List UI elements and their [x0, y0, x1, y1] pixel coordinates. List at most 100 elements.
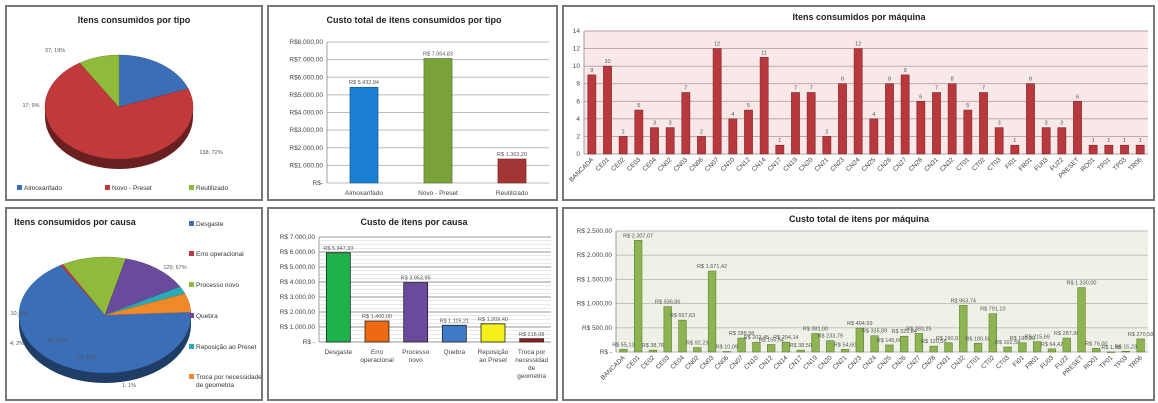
bar-processo-novo	[403, 282, 429, 343]
legend-label: Reutilizado	[196, 185, 229, 192]
legend-label: Quebra	[196, 313, 218, 320]
x-tick-label: FU03	[1033, 156, 1049, 172]
bar-cn10	[728, 118, 738, 155]
x-tick-label: Erro operacional	[360, 349, 394, 364]
bar-data-label: 10	[604, 59, 610, 65]
chart-title: Itens consumidos por causa	[14, 217, 137, 227]
bar-ct02	[988, 313, 997, 353]
x-tick-label: Quebra	[443, 349, 465, 356]
bar-cn31	[932, 92, 941, 155]
bar-data-label: R$ 15,23	[1115, 344, 1137, 350]
bar-data-label: 12	[855, 42, 861, 48]
bar-cn27	[900, 74, 910, 155]
x-tick-label: CN24	[845, 156, 862, 173]
bar-data-label: R$ 190,91	[936, 336, 961, 342]
y-tick-label: 10	[573, 63, 581, 70]
bar-ro01	[1088, 144, 1098, 155]
bar-data-label: 8	[1029, 77, 1032, 83]
bar-data-label: 8	[841, 77, 844, 83]
bar-data-label: R$ 1.115,21	[440, 318, 470, 324]
bar-tp03	[1120, 144, 1129, 155]
bar-data-label: 3	[1060, 121, 1063, 127]
x-tick-label: Reposição ao Preset	[478, 349, 509, 364]
pie-slice-troca-por-necessidade-de-geometria	[104, 293, 192, 316]
bar-cn23	[838, 83, 847, 155]
pie-slice-desgaste	[18, 264, 192, 374]
pie-data-label: 10; 5%	[10, 311, 27, 317]
plot-area	[616, 231, 1148, 352]
bar-data-label: R$ 287,96	[1054, 331, 1079, 337]
legend-swatch	[105, 185, 110, 190]
x-tick-label: CN10	[743, 354, 760, 371]
bar-cn06	[722, 351, 731, 353]
x-tick-label: CN12	[758, 354, 775, 371]
x-tick-label: TR06	[1127, 156, 1143, 172]
y-tick-label: 6	[576, 98, 580, 105]
bar-data-label: R$ 92,23	[686, 341, 708, 347]
bar-data-label: 3	[669, 121, 672, 127]
pie-data-label: 138; 72%	[199, 150, 222, 156]
bar-cn25	[869, 118, 879, 155]
x-tick-label: RO01	[1083, 354, 1100, 371]
bar-cn31	[944, 342, 953, 353]
bar-preset	[1073, 100, 1082, 155]
bar-cn24	[870, 335, 879, 353]
bar-data-label: 2	[700, 129, 703, 135]
x-tick-label: Processo novo	[402, 349, 429, 364]
x-tick-label: CN02	[657, 156, 674, 173]
y-tick-label: 8	[576, 81, 580, 88]
bar-data-label: R$ 1,98	[1101, 345, 1120, 351]
bar-cn21	[840, 349, 850, 353]
bar-cn32	[959, 305, 968, 353]
y-tick-label: R$ 4.000,00	[280, 279, 316, 286]
bar-cn12	[767, 344, 776, 353]
bar-cn03	[681, 92, 691, 155]
bar-cn02	[665, 127, 675, 155]
bar-data-label: 8	[951, 77, 954, 83]
bar-tr06	[1135, 144, 1145, 155]
x-tick-label: CN07	[728, 354, 745, 371]
bar-ro01	[1092, 348, 1101, 353]
x-tick-label: CN21	[832, 354, 849, 371]
bar-preset	[1077, 287, 1086, 353]
y-tick-label: R$ 7.000,00	[280, 234, 316, 241]
y-tick-label: R$ 5.000,00	[280, 264, 316, 271]
y-tick-label: R$ 1.000,00	[577, 301, 613, 308]
bar-data-label: 3	[1045, 121, 1048, 127]
x-tick-label: CT03	[995, 354, 1011, 370]
bar-fu03	[1047, 348, 1057, 353]
bar-data-label: R$ 963,74	[951, 298, 976, 304]
x-tick-label: CN14	[751, 156, 768, 173]
bar-data-label: R$ 215,08	[519, 332, 544, 338]
x-tick-label: CE01	[625, 354, 642, 371]
x-tick-label: CN20	[817, 354, 834, 371]
bar-data-label: R$ 3.953,95	[401, 276, 431, 282]
bar-fu03	[1041, 127, 1051, 155]
x-tick-label: CE04	[641, 156, 658, 173]
bar-data-label: R$ 270,58	[1128, 332, 1153, 338]
x-tick-label: FU03	[1039, 354, 1055, 370]
x-tick-label: Novo - Preset	[418, 190, 458, 197]
pie-data-label: 129; 67%	[163, 265, 186, 271]
bar-data-label: 2	[825, 129, 828, 135]
bar-data-label: 7	[810, 86, 813, 92]
x-tick-label: CT02	[971, 156, 987, 172]
bar-cn28	[916, 100, 926, 155]
x-tick-label: CN17	[767, 156, 784, 173]
x-tick-label: CN28	[908, 156, 925, 173]
pie-data-label: 23; 12%	[77, 355, 97, 361]
chart-itens-por-causa: Itens consumidos por causa 129; 67% 1; 1% 2…	[10, 217, 261, 389]
y-tick-label: R$ 1.500,00	[577, 276, 613, 283]
legend-label: Novo - Preset	[112, 185, 152, 192]
y-tick-label: R$ 2.500,00	[577, 228, 613, 235]
chart-itens-por-tipo: Itens consumidos por tipo 37; 19% 138; 72%…	[17, 15, 229, 192]
bar-data-label: R$ 64,42	[1041, 342, 1063, 348]
y-tick-label: R$ 6.000,00	[280, 249, 316, 256]
bar-ce02	[648, 349, 658, 353]
x-tick-label: CN19	[802, 354, 819, 371]
y-tick-label: R$ 1.000,00	[280, 324, 316, 331]
chart-title: Itens consumidos por máquina	[792, 12, 926, 22]
y-tick-label: R$-	[313, 180, 323, 187]
bar-data-label: R$ 5.432,94	[349, 80, 379, 86]
bar-erro-operacional	[364, 320, 390, 343]
